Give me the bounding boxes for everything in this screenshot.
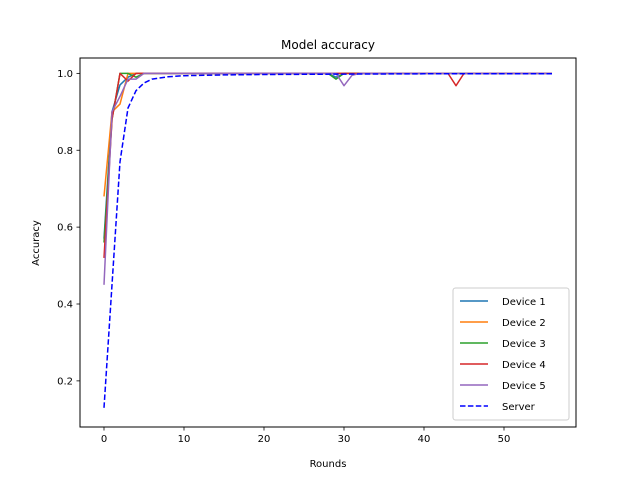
series-line-device-4 bbox=[103, 72, 552, 258]
x-axis-label: Rounds bbox=[310, 459, 347, 470]
legend-label: Device 2 bbox=[502, 318, 546, 329]
legend-label: Device 1 bbox=[502, 297, 546, 308]
y-axis-label: Accuracy bbox=[31, 220, 42, 266]
series-line-device-5 bbox=[103, 72, 552, 285]
legend-label: Device 5 bbox=[502, 381, 546, 392]
y-tick-label: 0.6 bbox=[57, 223, 73, 234]
x-tick-label: 0 bbox=[101, 434, 107, 445]
x-tick-label: 40 bbox=[418, 434, 431, 445]
x-tick-label: 30 bbox=[338, 434, 351, 445]
legend-label: Device 4 bbox=[502, 360, 546, 371]
series-line-server bbox=[103, 73, 552, 408]
x-tick-label: 50 bbox=[498, 434, 511, 445]
legend-label: Device 3 bbox=[502, 339, 546, 350]
y-tick-label: 0.8 bbox=[57, 146, 73, 157]
plot-area-frame bbox=[79, 57, 577, 428]
ticks-layer: 0 10 20 30 40 50 0.2 0.4 0.6 0.8 1.0 bbox=[57, 69, 510, 445]
legend: Device 1 Device 2 Device 3 Device 4 Device 5… bbox=[452, 287, 570, 421]
series-layer bbox=[103, 72, 552, 408]
y-tick-label: 0.4 bbox=[57, 300, 73, 311]
y-tick-label: 1.0 bbox=[57, 69, 73, 80]
chart-title: Model accuracy bbox=[281, 38, 375, 52]
legend-label: Server bbox=[502, 402, 536, 413]
legend-box bbox=[452, 287, 570, 421]
y-tick-label: 0.2 bbox=[57, 376, 73, 387]
x-tick-label: 10 bbox=[178, 434, 191, 445]
x-tick-label: 20 bbox=[258, 434, 271, 445]
